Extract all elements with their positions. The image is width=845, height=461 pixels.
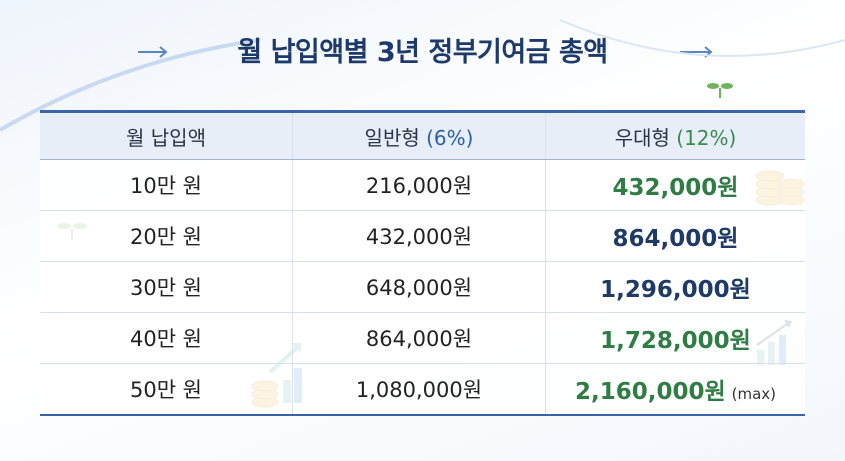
monthly-amount: 30만 원 xyxy=(129,276,203,300)
table-cell: 30만 원 xyxy=(40,261,293,313)
header-row: 월 납입액 일반형 (6%) 우대형 (12%) xyxy=(40,111,805,160)
table-cell: 50만 원 xyxy=(40,364,293,416)
header-rate: (6%) xyxy=(426,125,474,150)
table-row: 20만 원 432,000원 864,000원 xyxy=(40,210,805,262)
table-cell: 1,728,000원 xyxy=(545,312,805,364)
table-cell: 432,000원 xyxy=(292,210,546,262)
table-cell: 648,000원 xyxy=(292,261,546,313)
header-label: 일반형 xyxy=(364,125,420,150)
table-row: 10만 원 216,000원 432,000원 xyxy=(40,159,805,211)
table-row: 40만 원 864,000원 1,728,000원 xyxy=(40,312,805,364)
general-amount: 216,000원 xyxy=(365,174,473,198)
preferred-amount: 864,000원 xyxy=(612,226,739,252)
table-cell: 20만 원 xyxy=(40,210,293,262)
header-label: 월 납입액 xyxy=(126,125,206,150)
table-cell: 216,000원 xyxy=(292,159,546,211)
table-cell: 864,000원 xyxy=(292,312,546,364)
monthly-amount: 40만 원 xyxy=(129,327,203,351)
header-cell: 월 납입액 xyxy=(40,111,293,160)
table-row: 50만 원 1,080,000원 2,160,000원 (max) xyxy=(40,363,805,416)
general-amount: 864,000원 xyxy=(365,327,473,351)
table: 월 납입액 일반형 (6%) 우대형 (12%) 10만 원 216,000원 43… xyxy=(40,110,805,416)
table-body: 10만 원 216,000원 432,000원 20만 원 432,000원 864,00… xyxy=(40,159,805,416)
table-cell: 2,160,000원 (max) xyxy=(545,363,805,415)
preferred-amount: 2,160,000원 xyxy=(574,379,726,405)
title: 월 납입액별 3년 정부기여금 총액 xyxy=(237,37,608,68)
header-rate: (12%) xyxy=(676,125,737,150)
header-cell: 일반형 (6%) xyxy=(292,111,546,160)
monthly-amount: 50만 원 xyxy=(129,378,203,402)
table-cell: 1,080,000원 xyxy=(292,363,546,415)
monthly-amount: 10만 원 xyxy=(129,174,203,198)
general-amount: 648,000원 xyxy=(365,276,473,300)
header-cell: 우대형 (12%) xyxy=(545,111,805,160)
general-amount: 432,000원 xyxy=(365,225,473,249)
preferred-amount: 432,000원 xyxy=(612,175,739,201)
max-note: (max) xyxy=(731,385,777,403)
header-label: 우대형 xyxy=(614,125,670,150)
general-amount: 1,080,000원 xyxy=(355,378,483,402)
preferred-amount: 1,728,000원 xyxy=(600,328,751,354)
table-cell: 40만 원 xyxy=(40,312,293,364)
table-cell: 864,000원 xyxy=(545,210,805,262)
table-cell: 10만 원 xyxy=(40,159,293,211)
monthly-amount: 20만 원 xyxy=(129,225,203,249)
table-cell: 1,296,000원 xyxy=(545,261,805,313)
table-cell: 432,000원 xyxy=(545,159,805,211)
table-row: 30만 원 648,000원 1,296,000원 xyxy=(40,261,805,313)
preferred-amount: 1,296,000원 xyxy=(600,277,751,303)
